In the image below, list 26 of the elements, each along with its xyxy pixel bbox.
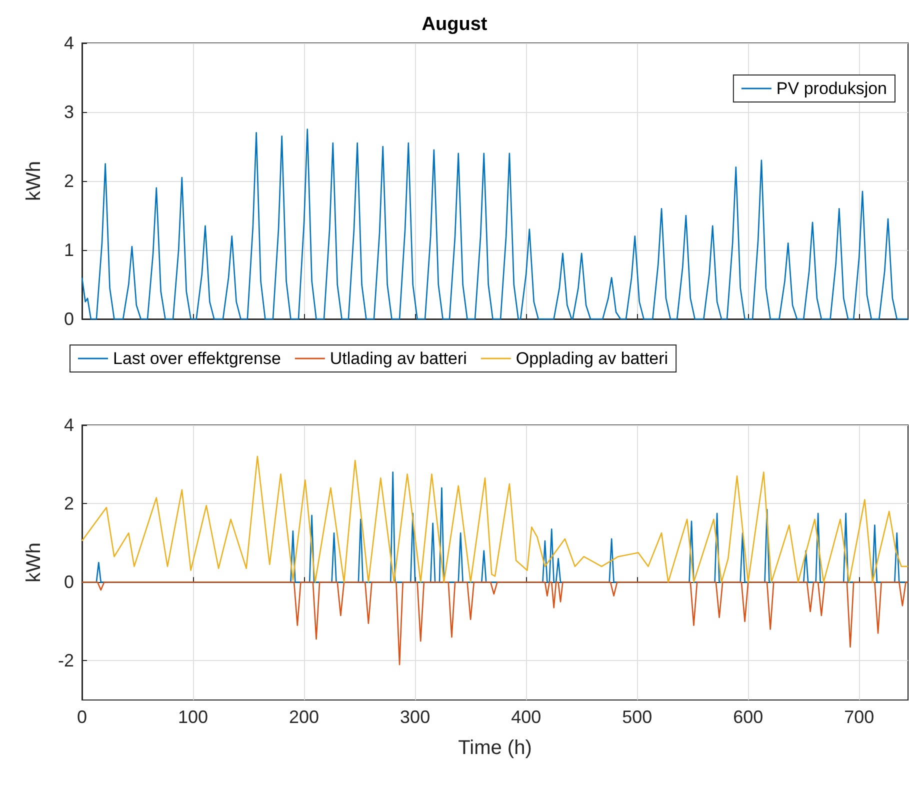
legend-label: PV produksjon	[776, 79, 888, 98]
x-tick-label: 200	[289, 707, 320, 727]
y-tick-label: 4	[64, 33, 74, 53]
x-tick-label: 100	[178, 707, 208, 727]
y-tick-label: 1	[64, 240, 74, 260]
x-tick-label: 500	[622, 707, 652, 727]
y-tick-label: 2	[64, 171, 74, 191]
x-tick-label: 300	[400, 707, 430, 727]
y-tick-label: 3	[64, 102, 74, 122]
legend-label: Last over effektgrense	[113, 349, 281, 368]
y-tick-label: -2	[58, 650, 74, 671]
legend-label: Utlading av batteri	[330, 349, 467, 368]
y-tick-label: 0	[64, 309, 74, 329]
legend-label: Opplading av batteri	[516, 349, 668, 368]
x-tick-label: 0	[76, 707, 88, 727]
y-tick-label: 2	[64, 494, 74, 514]
x-tick-label: 700	[844, 707, 874, 727]
x-tick-label: 400	[511, 707, 542, 727]
y-axis-title: kWh	[23, 542, 45, 582]
y-tick-label: 0	[64, 572, 74, 592]
chart-title: August	[422, 14, 488, 35]
line-series	[81, 581, 909, 666]
y-axis-title: kWh	[23, 161, 45, 201]
x-axis-title: Time (h)	[458, 737, 532, 759]
y-tick-label: 4	[64, 415, 74, 435]
x-tick-label: 600	[733, 707, 764, 727]
